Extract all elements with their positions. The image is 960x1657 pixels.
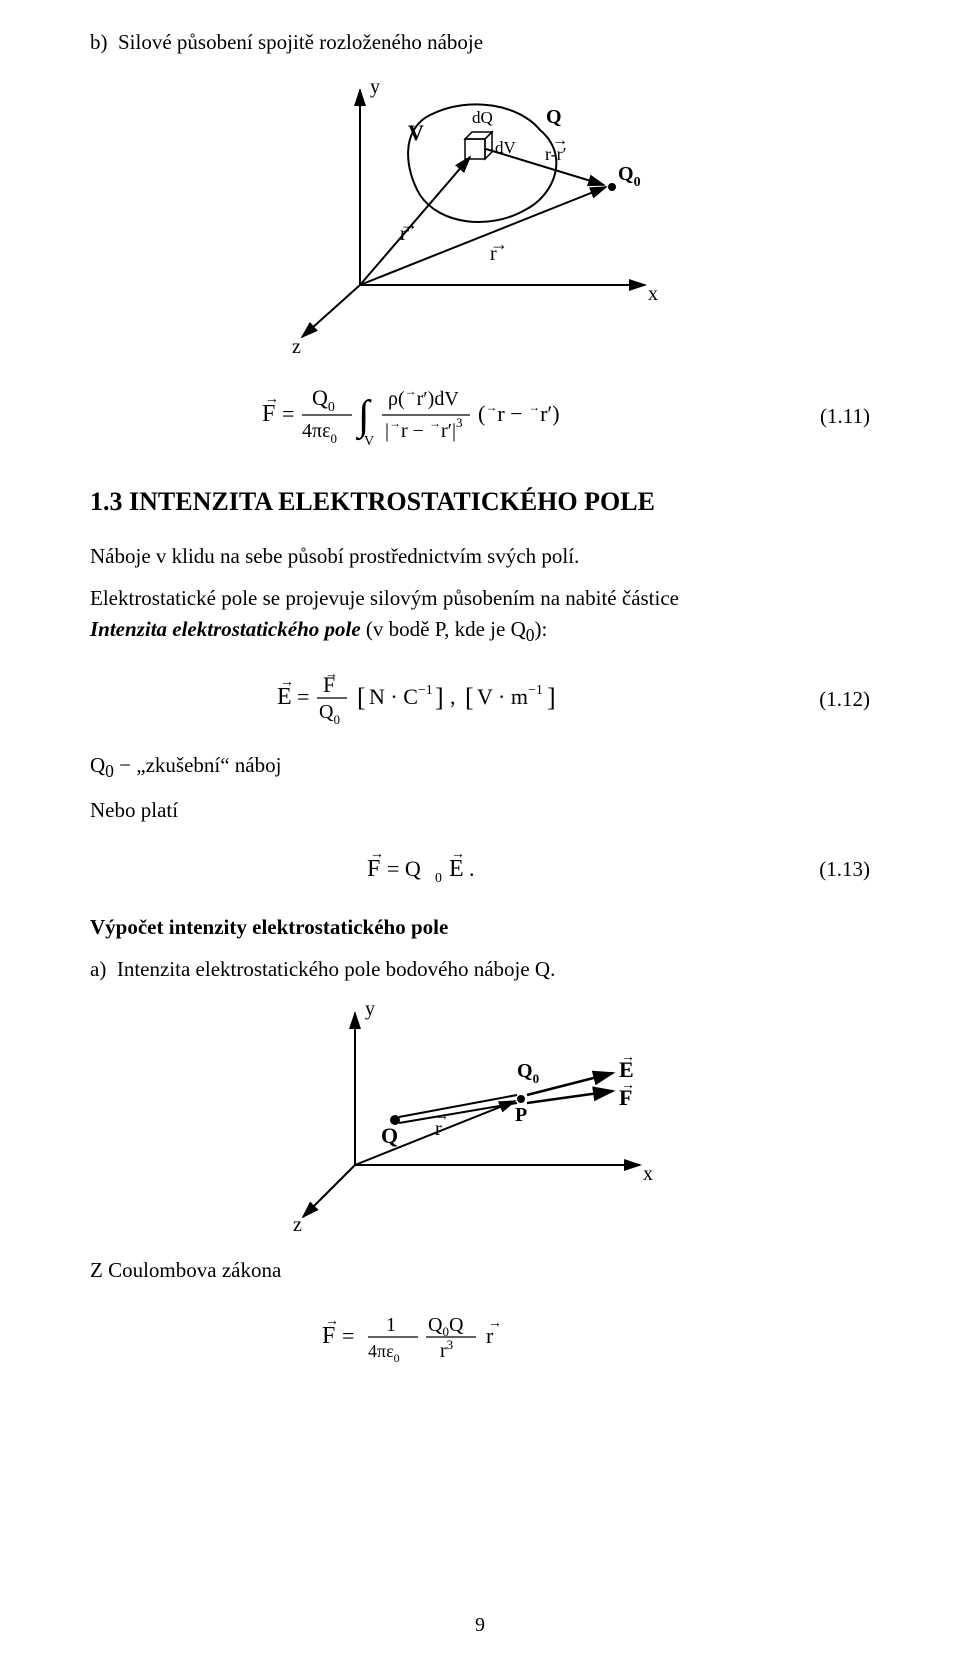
fig1-y-label: y	[370, 76, 380, 98]
section-b-label: b)	[90, 30, 108, 54]
page-number: 9	[0, 1614, 960, 1637]
svg-text:E: E	[277, 684, 292, 710]
svg-text:=: =	[342, 1323, 354, 1348]
svg-text:F: F	[367, 856, 380, 882]
svg-text:N · C−1: N · C−1	[369, 683, 433, 709]
svg-text:]: ]	[435, 683, 444, 712]
svg-text:|→r − →r′|3: |→r − →r′|3	[385, 415, 463, 442]
svg-text:=: =	[297, 684, 309, 709]
svg-text:ρ(→r′)dV: ρ(→r′)dV	[388, 384, 459, 410]
section-b-line: b) Silové působení spojitě rozloženého n…	[90, 30, 870, 55]
para-4: Nebo platí	[90, 795, 870, 827]
svg-text:[: [	[465, 683, 474, 712]
fig2-r: r	[435, 1118, 442, 1140]
para-2b: Intenzita elektrostatického pole	[90, 617, 361, 641]
fig2-x: x	[643, 1163, 653, 1185]
equation-coulomb: → F = 1 4πε0 Q0Q r3 → r	[90, 1305, 870, 1377]
para-3a: Q	[90, 753, 105, 777]
svg-text:1: 1	[386, 1314, 396, 1336]
svg-text:.: .	[469, 856, 475, 881]
equation-1-13: → F = Q 0 → E . (1.13)	[90, 844, 870, 894]
svg-text:Q0Q: Q0Q	[428, 1314, 464, 1339]
figure-1: y x z V dQ dV Q → r′ → r → r-r′ Q0	[280, 75, 680, 355]
para-2: Elektrostatické pole se projevuje silový…	[90, 583, 870, 649]
svg-text:F: F	[323, 672, 335, 697]
eq2-number: (1.12)	[810, 687, 870, 712]
eq3-number: (1.13)	[810, 857, 870, 882]
svg-text:r3: r3	[440, 1337, 453, 1362]
fig1-V-label: V	[408, 120, 424, 145]
fig1-r: r	[490, 243, 497, 265]
fig1-dQ: dQ	[472, 108, 493, 127]
svg-text:(→r − →r′): (→r − →r′)	[478, 400, 560, 426]
fig1-rr: r-r′	[545, 144, 567, 164]
para-3b: − „zkušební“ náboj	[114, 753, 282, 777]
svg-text:,: ,	[450, 684, 456, 709]
fig2-P: P	[515, 1104, 527, 1126]
svg-text:F: F	[322, 1323, 335, 1349]
para-2c: (v bodě P, kde je Q	[361, 617, 526, 641]
svg-text:[: [	[357, 683, 366, 712]
para-5: a) Intenzita elektrostatického pole bodo…	[90, 954, 870, 986]
para-3a-sub: 0	[105, 762, 114, 782]
eq2-body: → E = → F Q0 [ N · C−1 ] , [ V · m−1 ]	[275, 666, 605, 732]
section-b-text: Silové působení spojitě rozloženého nábo…	[118, 30, 483, 54]
fig1-cube	[465, 132, 492, 159]
svg-text:]: ]	[547, 683, 556, 712]
para-5b: Intenzita elektrostatického pole bodovéh…	[117, 957, 556, 981]
para-1: Náboje v klidu na sebe působí prostředni…	[90, 541, 870, 573]
eq1-number: (1.11)	[810, 404, 870, 429]
para-3: Q0 − „zkušební“ náboj	[90, 750, 870, 784]
para-2d: ):	[534, 617, 547, 641]
para-5a: a)	[90, 957, 106, 981]
svg-text:V · m−1: V · m−1	[477, 683, 543, 709]
para-6: Z Coulombova zákona	[90, 1255, 870, 1287]
subheading: Výpočet intenzity elektrostatického pole	[90, 912, 870, 944]
fig1-Q0: Q0	[618, 163, 641, 190]
svg-text:0: 0	[435, 871, 442, 886]
fig2-Q: Q	[381, 1123, 398, 1148]
svg-text:= Q: = Q	[387, 856, 421, 881]
svg-text:F: F	[262, 401, 275, 427]
svg-text:Q0: Q0	[319, 701, 340, 726]
eq1-body: → F = Q0 4πε0 ∫ V ρ(→r′)dV |→r − →r′|3	[260, 375, 620, 457]
fig2-F: F	[619, 1085, 632, 1110]
svg-text:r: r	[486, 1323, 494, 1348]
fig2-y: y	[365, 998, 375, 1020]
fig2-z: z	[293, 1214, 302, 1235]
eq4-body: → F = 1 4πε0 Q0Q r3 → r	[320, 1305, 560, 1377]
svg-text:E: E	[449, 856, 464, 882]
fig1-Q: Q	[546, 106, 562, 128]
svg-text:Q0: Q0	[312, 385, 335, 415]
fig1-x-label: x	[648, 283, 658, 305]
eq3-body: → F = Q 0 → E .	[365, 844, 515, 894]
svg-text:4πε0: 4πε0	[368, 1341, 400, 1365]
heading-1-3: 1.3 INTENZITA ELEKTROSTATICKÉHO POLE	[90, 487, 870, 517]
svg-text:V: V	[364, 434, 374, 449]
fig2-Q0: Q0	[517, 1060, 539, 1086]
figure-2: y x z Q → r P Q0 → E → F	[285, 995, 675, 1235]
equation-1-11: → F = Q0 4πε0 ∫ V ρ(→r′)dV |→r − →r′|3	[90, 375, 870, 457]
svg-text:=: =	[282, 401, 294, 426]
svg-text:4πε0: 4πε0	[302, 420, 337, 446]
fig1-z-label: z	[292, 336, 301, 355]
para-2a: Elektrostatické pole se projevuje silový…	[90, 586, 679, 610]
equation-1-12: → E = → F Q0 [ N · C−1 ] , [ V · m−1 ] (…	[90, 666, 870, 732]
fig1-rprime: r′	[400, 223, 411, 245]
